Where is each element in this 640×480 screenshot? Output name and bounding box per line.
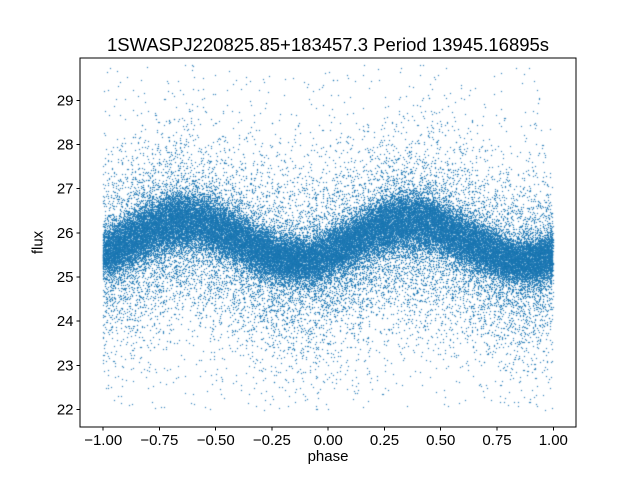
svg-text:24: 24 xyxy=(57,313,74,330)
svg-text:28: 28 xyxy=(57,137,74,154)
svg-text:−0.25: −0.25 xyxy=(253,432,291,449)
svg-text:0.25: 0.25 xyxy=(370,432,399,449)
svg-text:26: 26 xyxy=(57,225,74,242)
svg-text:−1.00: −1.00 xyxy=(84,432,122,449)
svg-text:0.00: 0.00 xyxy=(314,432,343,449)
svg-text:1.00: 1.00 xyxy=(539,432,568,449)
svg-text:flux: flux xyxy=(29,230,46,254)
svg-text:phase: phase xyxy=(308,448,349,465)
svg-text:0.75: 0.75 xyxy=(482,432,511,449)
svg-text:0.50: 0.50 xyxy=(426,432,455,449)
svg-text:29: 29 xyxy=(57,92,74,109)
svg-text:−0.50: −0.50 xyxy=(197,432,235,449)
svg-text:1SWASPJ220825.85+183457.3 Peri: 1SWASPJ220825.85+183457.3 Period 13945.1… xyxy=(107,34,549,55)
svg-text:27: 27 xyxy=(57,181,74,198)
svg-text:22: 22 xyxy=(57,402,74,419)
svg-text:−0.75: −0.75 xyxy=(140,432,178,449)
svg-text:25: 25 xyxy=(57,269,74,286)
svg-text:23: 23 xyxy=(57,357,74,374)
